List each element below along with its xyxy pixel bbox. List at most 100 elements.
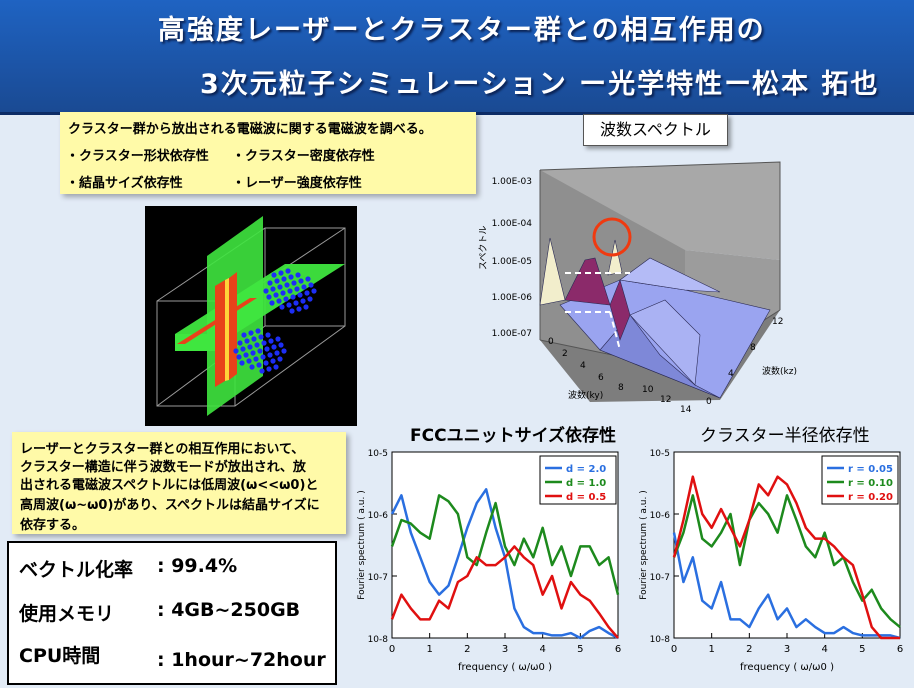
- stats-box: ベクトル化率 : 99.4% 使用メモリ : 4GB~250GB CPU時間 :…: [7, 541, 337, 685]
- particle-dot: [273, 364, 279, 370]
- x-tick-label: 2: [464, 644, 470, 655]
- particle-dot: [286, 302, 292, 308]
- x-tick-label: 0: [671, 644, 677, 655]
- x-tick-label: 5: [577, 644, 583, 655]
- particle-dot: [280, 290, 286, 296]
- particle-dot: [303, 304, 309, 310]
- particle-dot: [283, 296, 289, 302]
- particle-dot: [257, 348, 263, 354]
- particle-dot: [298, 278, 304, 284]
- legend-label: r = 0.05: [848, 464, 893, 475]
- particle-dot: [266, 294, 272, 300]
- summary-line: 出される電磁波スペクトルには低周波(ω<<ω0)と: [20, 478, 319, 493]
- x-tick-label: 3: [502, 644, 508, 655]
- particle-dot: [239, 360, 245, 366]
- kz-tick: 12: [772, 317, 783, 327]
- particle-dot: [253, 356, 259, 362]
- particle-dot: [274, 350, 280, 356]
- y-tick-label: 10-6: [650, 511, 671, 521]
- particle-dot: [244, 338, 250, 344]
- particle-dot: [241, 332, 247, 338]
- x-tick-label: 6: [897, 644, 903, 655]
- z-tick: 1.00E-06: [492, 293, 533, 303]
- particle-dot: [266, 366, 272, 372]
- x-tick-label: 0: [389, 644, 395, 655]
- particle-dot: [307, 296, 313, 302]
- ky-tick: 12: [660, 395, 671, 405]
- particle-dot: [269, 300, 275, 306]
- particle-dot: [250, 350, 256, 356]
- particle-dot: [291, 280, 297, 286]
- particle-dot: [268, 338, 274, 344]
- particle-dot: [240, 346, 246, 352]
- summary-line: クラスター構造に伴う波数モードが放出され、放: [20, 460, 306, 475]
- x-tick-label: 5: [859, 644, 865, 655]
- title-line-2: 3次元粒子シミュレーション ー光学特性ー: [200, 69, 754, 100]
- ky-tick: 14: [680, 405, 692, 415]
- ky-tick: 10: [642, 385, 654, 395]
- particle-dot: [275, 336, 281, 342]
- y-tick-label: 10-6: [368, 511, 389, 521]
- summary-note: レーザーとクラスター群との相互作用において、 クラスター構造に伴う波数モードが放…: [12, 432, 346, 534]
- particle-dot: [256, 362, 262, 368]
- ky-tick: 6: [598, 373, 604, 383]
- particle-dot: [281, 348, 287, 354]
- particle-dot: [233, 348, 239, 354]
- particle-dot: [260, 354, 266, 360]
- legend-label: d = 0.5: [566, 492, 606, 503]
- particle-dot: [287, 288, 293, 294]
- particle-dot: [243, 352, 249, 358]
- particle-dot: [294, 286, 300, 292]
- particle-dot: [311, 288, 317, 294]
- stat-label: ベクトル化率: [19, 559, 134, 581]
- cluster-particles: [233, 268, 317, 374]
- particle-dot: [296, 306, 302, 312]
- stat-value: : 1hour~72hour: [157, 649, 326, 671]
- z-tick: 1.00E-04: [492, 219, 533, 229]
- particle-dot: [276, 298, 282, 304]
- series-line: [672, 475, 900, 640]
- x-axis-label: frequency ( ω/ω0 ): [458, 662, 552, 673]
- particle-dot: [290, 294, 296, 300]
- particle-dot: [259, 368, 265, 374]
- x-tick-label: 4: [821, 644, 827, 655]
- x-axis-label: frequency ( ω/ω0 ): [740, 662, 834, 673]
- particle-dot: [248, 330, 254, 336]
- particle-dot: [289, 308, 295, 314]
- intro-item: ・レーザー強度依存性: [232, 176, 362, 191]
- summary-line: 高周波(ω~ω0)があり、スペクトルは結晶サイズに: [20, 498, 320, 513]
- particle-dot: [255, 328, 261, 334]
- legend-label: d = 2.0: [566, 464, 606, 475]
- particle-dot: [270, 286, 276, 292]
- particle-dot: [263, 360, 269, 366]
- x-tick-label: 3: [784, 644, 790, 655]
- particle-dot: [267, 352, 273, 358]
- chart-title: FCCユニットサイズ依存性: [410, 426, 617, 446]
- particle-dot: [267, 280, 273, 286]
- particle-dot: [285, 268, 291, 274]
- intro-item: ・結晶サイズ依存性: [66, 176, 183, 191]
- y-tick-label: 10-8: [650, 635, 671, 645]
- legend-label: d = 1.0: [566, 478, 606, 489]
- x-tick-label: 1: [708, 644, 714, 655]
- legend-label: r = 0.20: [848, 492, 893, 503]
- particle-dot: [281, 276, 287, 282]
- y-tick-label: 10-5: [368, 449, 388, 459]
- particle-dot: [271, 272, 277, 278]
- particle-dot: [278, 342, 284, 348]
- intro-item: ・クラスター密度依存性: [232, 149, 375, 164]
- particle-dot: [264, 346, 270, 352]
- intro-text: クラスター群から放出される電磁波に関する電磁波を調べる。: [68, 122, 432, 137]
- particle-dot: [247, 344, 253, 350]
- spectrum-3d-title: 波数スペクトル: [583, 114, 728, 146]
- particle-dot: [251, 336, 257, 342]
- particle-dot: [293, 300, 299, 306]
- ky-axis-label: 波数(ky): [568, 389, 603, 401]
- x-tick-label: 1: [426, 644, 432, 655]
- kz-axis-label: 波数(kz): [762, 365, 797, 377]
- x-tick-label: 4: [539, 644, 545, 655]
- title-bar: 高強度レーザーとクラスター群との相互作用の 3次元粒子シミュレーション ー光学特…: [0, 0, 914, 115]
- particle-dot: [288, 274, 294, 280]
- title-line-1: 高強度レーザーとクラスター群との相互作用の: [158, 15, 766, 46]
- particle-dot: [279, 304, 285, 310]
